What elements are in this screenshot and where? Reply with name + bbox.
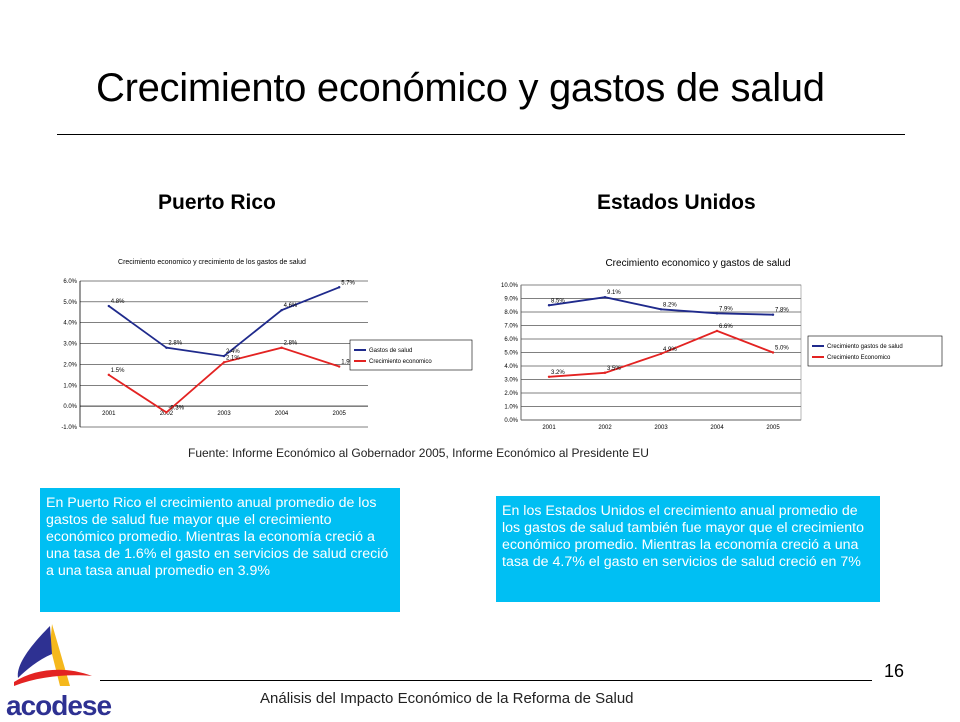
- x-tick-label: 2005: [333, 411, 347, 417]
- y-tick-label: 1.0%: [504, 405, 518, 411]
- data-label: 1.9%: [341, 360, 355, 366]
- y-tick-label: 3.0%: [504, 378, 518, 384]
- data-label: 3.5%: [607, 366, 621, 372]
- data-point: [603, 371, 607, 374]
- data-label: 5.0%: [775, 346, 789, 352]
- legend-label: Crecimiento gastos de salud: [827, 344, 903, 350]
- data-label: 2.1%: [226, 355, 240, 361]
- y-tick-label: 10.0%: [501, 283, 519, 289]
- data-label: 7.8%: [775, 308, 789, 314]
- section-label-estados-unidos: Estados Unidos: [597, 191, 756, 214]
- legend-label: Crecimiento Economico: [827, 355, 891, 361]
- x-tick-label: 2005: [766, 425, 780, 431]
- plot-border: [520, 284, 802, 421]
- data-label: 8.5%: [551, 298, 565, 304]
- data-label: 1.5%: [111, 368, 125, 374]
- legend-box: [349, 339, 473, 371]
- y-tick-label: 4.0%: [63, 321, 77, 327]
- chart-title: Crecimiento economico y crecimiento de l…: [118, 259, 306, 266]
- y-tick-label: 1.0%: [63, 383, 77, 389]
- x-tick-label: 2001: [542, 425, 556, 431]
- chart-title: Crecimiento economico y gastos de salud: [605, 258, 790, 269]
- data-point: [107, 304, 110, 308]
- data-label: 5.7%: [341, 280, 355, 286]
- data-label: 4.8%: [111, 299, 125, 305]
- data-point: [165, 411, 168, 414]
- x-tick-label: 2002: [598, 425, 612, 431]
- data-point: [222, 354, 226, 358]
- data-point: [222, 361, 226, 364]
- series-line: [108, 346, 340, 414]
- x-tick-label: 2004: [710, 425, 724, 431]
- chart-puerto-rico: Crecimiento economico y crecimiento de l…: [50, 252, 474, 430]
- y-tick-label: 8.0%: [504, 310, 518, 316]
- data-label: 6.6%: [719, 324, 733, 330]
- legend-label: Crecimiento economico: [369, 359, 432, 365]
- y-tick-label: 5.0%: [504, 351, 518, 357]
- y-tick-label: 4.0%: [504, 364, 518, 370]
- data-point: [547, 304, 551, 307]
- data-label: -0.3%: [168, 405, 184, 411]
- page-title: Crecimiento económico y gastos de salud: [96, 66, 825, 110]
- data-label: 9.1%: [607, 290, 621, 296]
- y-tick-label: 6.0%: [63, 279, 77, 285]
- data-label: 2.8%: [284, 341, 298, 347]
- source-note: Fuente: Informe Económico al Gobernador …: [188, 446, 649, 460]
- data-point: [603, 295, 607, 299]
- x-tick-label: 2003: [654, 425, 668, 431]
- y-tick-label: 7.0%: [504, 324, 518, 330]
- y-tick-label: 2.0%: [63, 362, 77, 368]
- acodese-logo: acodese: [6, 620, 112, 721]
- title-divider: [57, 134, 905, 135]
- data-point: [280, 309, 283, 312]
- y-tick-label: 3.0%: [63, 342, 77, 348]
- legend-label: Gastos de salud: [369, 348, 412, 354]
- data-point: [715, 312, 719, 315]
- footer-text: Análisis del Impacto Económico de la Ref…: [260, 690, 634, 707]
- y-tick-label: 5.0%: [63, 300, 77, 306]
- y-tick-label: 9.0%: [504, 297, 518, 303]
- data-label: 2.8%: [168, 341, 182, 347]
- data-label: 2.4%: [226, 349, 240, 355]
- data-point: [659, 308, 663, 311]
- x-tick-label: 2004: [275, 411, 289, 417]
- x-tick-label: 2002: [160, 411, 174, 417]
- page-number: 16: [884, 661, 905, 681]
- data-label: 4.6%: [284, 303, 298, 309]
- data-label: 4.9%: [663, 347, 677, 353]
- data-point: [659, 352, 663, 356]
- chart-svg: Crecimiento economico y crecimiento de l…: [61, 259, 473, 430]
- chart-svg: Crecimiento economico y gastos de salud 1…: [501, 258, 943, 431]
- footer-divider: [100, 680, 872, 681]
- data-label: 7.9%: [719, 306, 733, 312]
- data-point: [280, 346, 283, 349]
- x-tick-label: 2001: [102, 411, 116, 417]
- note-estados-unidos: En los Estados Unidos el crecimiento anu…: [496, 496, 880, 602]
- y-tick-label: 6.0%: [504, 337, 518, 343]
- series-line: [108, 286, 340, 358]
- data-point: [338, 365, 341, 368]
- logo-mark-icon: [14, 624, 92, 686]
- section-label-puerto-rico: Puerto Rico: [158, 191, 276, 214]
- y-tick-label: 0.0%: [504, 418, 518, 424]
- data-point: [338, 286, 341, 289]
- data-point: [547, 375, 551, 378]
- data-label: 3.2%: [551, 370, 565, 376]
- y-tick-label: 2.0%: [504, 391, 518, 397]
- data-point: [771, 351, 775, 354]
- data-point: [107, 373, 110, 377]
- data-point: [715, 329, 719, 333]
- legend-box: [807, 335, 943, 367]
- y-tick-label: 0.0%: [63, 404, 77, 410]
- logo-text: acodese: [6, 690, 112, 721]
- x-tick-label: 2003: [217, 411, 231, 417]
- data-point: [771, 313, 775, 316]
- note-puerto-rico: En Puerto Rico el crecimiento anual prom…: [40, 488, 400, 612]
- y-tick-label: -1.0%: [61, 425, 77, 430]
- data-point: [165, 346, 168, 349]
- data-label: 8.2%: [663, 302, 677, 308]
- chart-estados-unidos: Crecimiento economico y gastos de salud 1…: [482, 254, 944, 432]
